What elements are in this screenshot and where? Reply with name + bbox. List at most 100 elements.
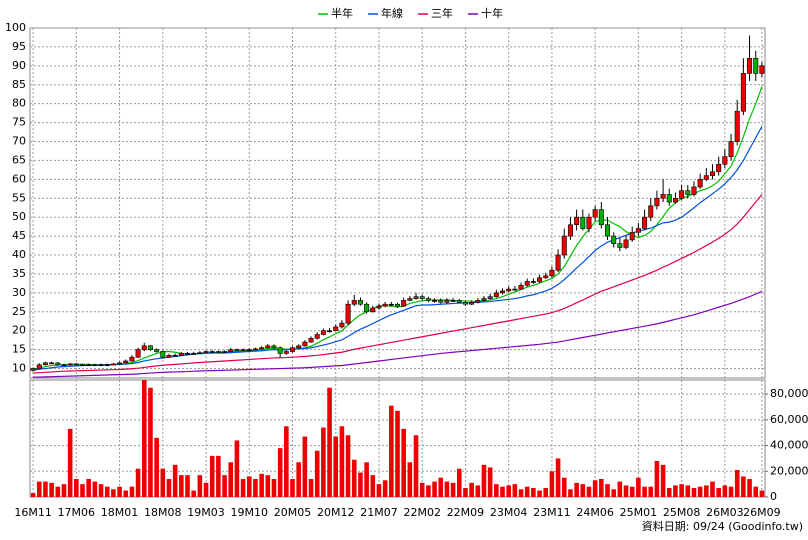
candle-body	[129, 356, 135, 362]
candle-body	[333, 326, 339, 332]
candle-body	[567, 224, 573, 237]
volume-bar	[98, 484, 104, 497]
candle-body	[228, 349, 234, 352]
volume-bar	[284, 426, 289, 497]
candle-body	[555, 254, 561, 271]
volume-bar	[561, 477, 567, 497]
candle-body	[580, 216, 586, 229]
volume-bar	[234, 440, 240, 497]
volume-bar	[679, 484, 684, 497]
candle-body	[49, 362, 55, 365]
volume-bar	[179, 475, 184, 497]
ma-line	[33, 290, 763, 378]
y-tick-label: 60	[12, 172, 26, 185]
x-tick-label: 20M12	[317, 506, 355, 519]
candle-body	[456, 300, 462, 303]
candle-body	[530, 281, 536, 283]
candle-body	[314, 334, 320, 339]
y-tick-label: 75	[12, 116, 26, 129]
candle-body	[432, 300, 438, 302]
x-tick-label: 25M08	[663, 506, 701, 519]
candle-body	[67, 363, 73, 366]
volume-bar	[685, 485, 691, 497]
volume-bar	[475, 485, 481, 497]
candle-body	[444, 300, 450, 303]
volume-bar	[401, 428, 406, 497]
volume-bar	[308, 479, 314, 497]
volume-bar	[654, 461, 660, 497]
volume-bar	[629, 486, 635, 497]
candle-body	[339, 322, 345, 328]
volume-bar	[456, 468, 462, 497]
volume-bar	[617, 481, 623, 497]
candle-body	[759, 65, 765, 74]
candle-body	[537, 277, 543, 282]
volume-bar	[154, 437, 159, 497]
volume-bar	[141, 380, 147, 497]
volume-bar	[759, 490, 765, 497]
volume-bar	[555, 458, 561, 497]
candle-body	[598, 209, 604, 226]
candle-body	[481, 298, 487, 301]
candle-body	[635, 228, 641, 233]
volume-bar	[605, 484, 610, 497]
candle-body	[672, 197, 678, 203]
candle-body	[716, 163, 722, 173]
candle-body	[425, 298, 431, 301]
volume-bar	[481, 464, 487, 497]
volume-bar	[49, 482, 54, 497]
candle-body	[191, 353, 197, 355]
candle-body	[265, 345, 271, 349]
candle-body	[623, 239, 629, 248]
candle-body	[648, 205, 654, 218]
volume-bar	[43, 481, 48, 497]
volume-bar	[296, 462, 301, 497]
legend-label: 十年	[481, 6, 503, 20]
volume-bar	[80, 484, 85, 497]
volume-bar	[240, 479, 246, 497]
candle-body	[277, 347, 283, 354]
candle-body	[141, 345, 147, 350]
candle-body	[679, 190, 685, 199]
candle-body	[135, 349, 141, 358]
volume-bar	[716, 488, 721, 497]
candle-body	[234, 349, 240, 351]
volume-bar	[333, 436, 339, 497]
candle-body	[512, 288, 518, 291]
volume-bar	[524, 486, 530, 497]
candle-body	[401, 300, 407, 307]
volume-bar	[432, 481, 437, 497]
volume-bar	[86, 479, 91, 497]
candle-body	[506, 288, 512, 292]
x-tick-label: 19M03	[187, 506, 225, 519]
candle-body	[98, 364, 104, 367]
candle-body	[524, 281, 530, 286]
legend-label: 年線	[381, 6, 403, 20]
candle-body	[92, 364, 98, 367]
legend-label: 半年	[331, 6, 353, 20]
volume-bar	[314, 450, 320, 497]
volume-bar	[506, 485, 511, 497]
y-tick-label: 95	[12, 40, 26, 53]
volume-bar	[407, 462, 413, 497]
y2-tick-label: 80,000	[770, 387, 808, 400]
candle-body	[611, 235, 617, 244]
candle-body	[549, 269, 555, 277]
candle-body	[364, 303, 370, 313]
candle-body	[308, 337, 314, 343]
candle-body	[629, 232, 635, 241]
candle-body	[740, 73, 746, 112]
volume-bar	[673, 485, 678, 497]
volume-bar	[419, 482, 425, 497]
volume-bar	[172, 464, 178, 497]
candle-body	[518, 284, 524, 290]
candle-body	[327, 330, 333, 333]
volume-bar	[691, 488, 697, 497]
volume-bar	[376, 484, 382, 497]
candle-body	[296, 345, 302, 349]
candle-body	[197, 352, 203, 354]
y-tick-label: 35	[12, 267, 26, 280]
candle-body	[703, 175, 709, 180]
volume-bar	[36, 481, 42, 497]
volume-bar	[642, 486, 647, 497]
